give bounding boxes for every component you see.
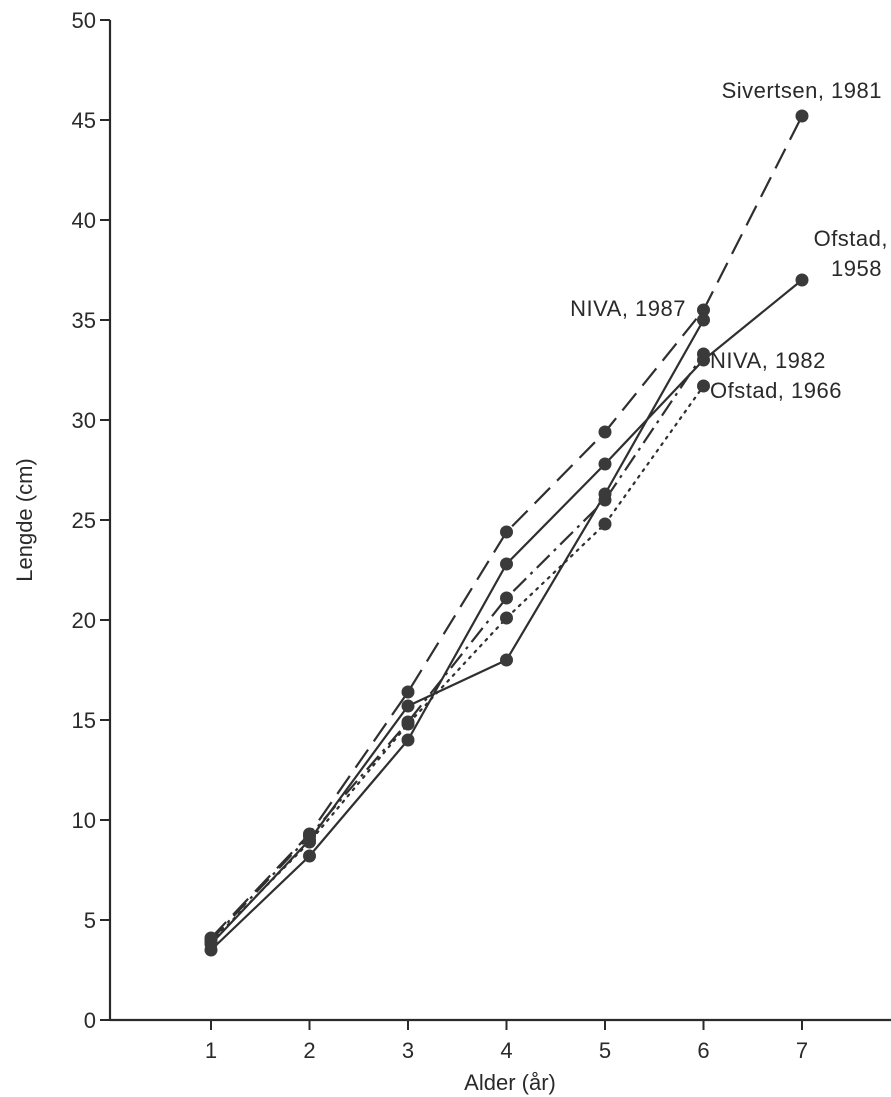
y-tick-label: 0: [84, 1008, 96, 1033]
y-tick-label: 35: [72, 308, 96, 333]
series-label-sivertsen-1981: Sivertsen, 1981: [722, 78, 882, 103]
series-line-niva-1982: [210, 353, 705, 941]
y-tick-label: 15: [72, 708, 96, 733]
data-point: [500, 557, 513, 571]
series-label-line: 1958: [831, 256, 882, 281]
y-axis-title: Lengde (cm): [12, 458, 37, 582]
series-markers: [204, 109, 809, 957]
data-point: [500, 525, 513, 539]
data-point: [795, 273, 809, 287]
axes: [108, 20, 891, 1022]
x-tick-label: 1: [205, 1038, 217, 1063]
y-tick-label: 30: [72, 408, 96, 433]
series-label-niva-1987: NIVA, 1987: [570, 296, 686, 321]
y-tick-label: 5: [84, 908, 96, 933]
data-point: [303, 835, 316, 849]
x-tick-label: 7: [796, 1038, 808, 1063]
x-tick-label: 3: [402, 1038, 414, 1063]
data-point: [598, 425, 612, 439]
data-point: [303, 849, 316, 863]
data-point: [500, 591, 513, 605]
data-point: [401, 717, 415, 731]
data-point: [598, 493, 612, 507]
data-point: [401, 685, 415, 699]
series-label-line: Ofstad,: [814, 226, 888, 251]
data-point: [204, 935, 218, 949]
x-tick-label: 6: [697, 1038, 709, 1063]
y-tick-label: 45: [72, 108, 96, 133]
y-tick-label: 20: [72, 608, 96, 633]
data-point: [401, 733, 415, 747]
data-point: [500, 653, 513, 667]
y-ticks: 0 5 10 15 20 25 30 35 40 45 50: [72, 8, 110, 1033]
data-point: [500, 611, 513, 625]
series-label-ofstad-1966: Ofstad, 1966: [710, 378, 842, 403]
data-point: [697, 347, 710, 361]
series-line-niva-1987: [210, 319, 705, 945]
data-point: [697, 379, 710, 393]
data-point: [795, 109, 809, 123]
data-point: [697, 303, 710, 317]
x-ticks: 1 2 3 4 5 6 7: [205, 1020, 808, 1063]
series-label-niva-1982: NIVA, 1982: [710, 348, 826, 373]
data-point: [598, 517, 612, 531]
series-labels: Sivertsen, 1981 Ofstad, 1958 NIVA, 1987 NIVA…: [570, 78, 888, 403]
x-tick-label: 2: [303, 1038, 315, 1063]
y-tick-label: 10: [72, 808, 96, 833]
x-tick-label: 5: [599, 1038, 611, 1063]
y-tick-label: 50: [72, 8, 96, 33]
y-tick-label: 40: [72, 208, 96, 233]
x-tick-label: 4: [500, 1038, 512, 1063]
x-axis-title: Alder (år): [464, 1070, 556, 1095]
data-point: [598, 457, 612, 471]
data-point: [697, 313, 710, 327]
series-label-ofstad-1958: Ofstad, 1958: [814, 226, 888, 281]
data-point: [401, 699, 415, 713]
y-tick-label: 25: [72, 508, 96, 533]
